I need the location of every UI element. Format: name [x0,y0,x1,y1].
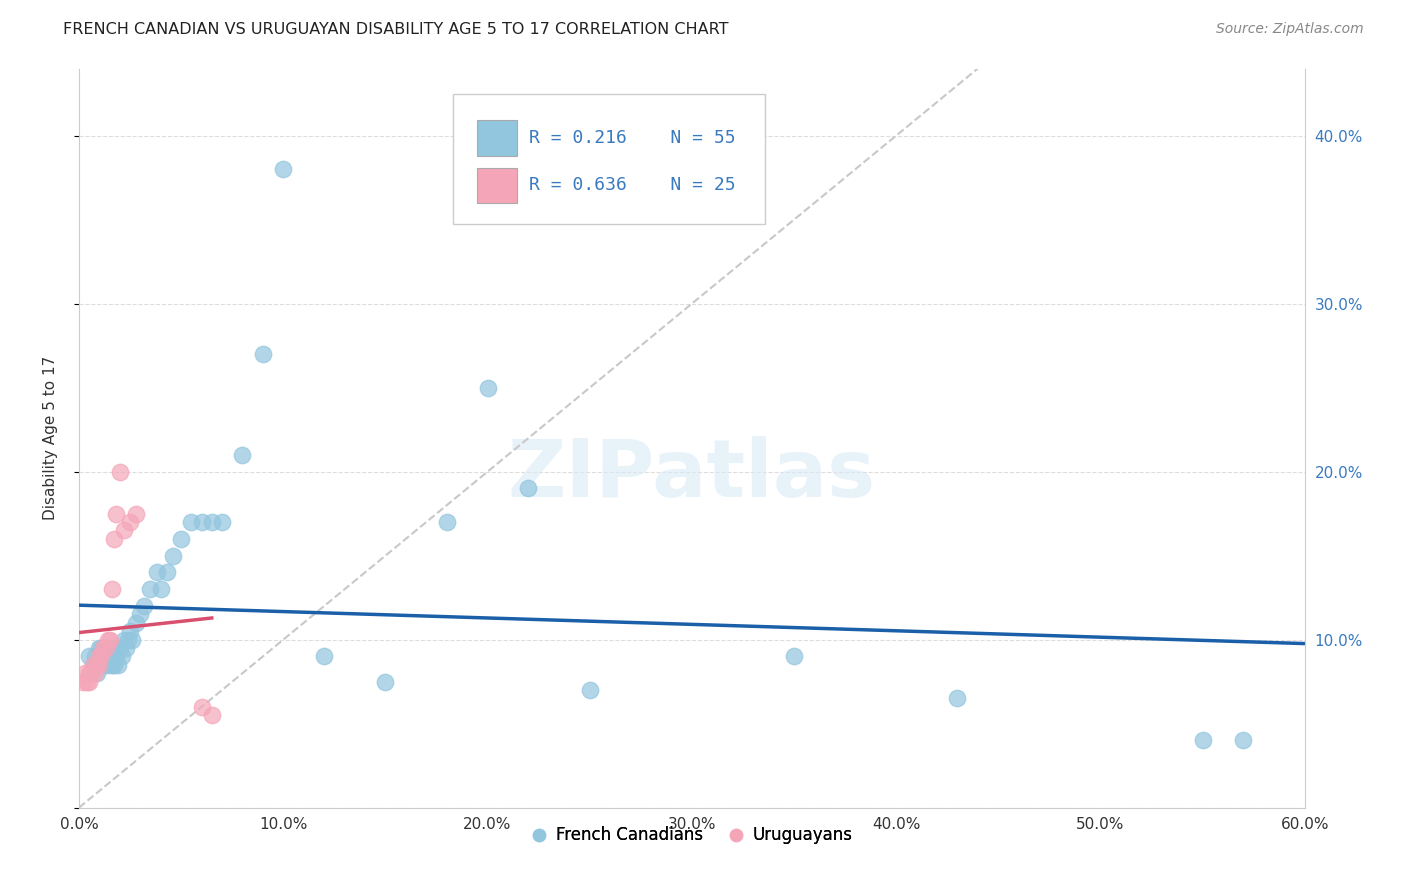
Point [100,641,122,656]
Point [314,649,336,664]
Point [80,666,103,681]
Point [89,649,111,664]
Point [145,566,167,580]
Point [96,632,118,647]
Point [89,657,111,672]
FancyBboxPatch shape [453,95,765,224]
Point [98,649,121,664]
Point [103,657,125,672]
Point [96,649,118,664]
Text: ZIPatlas: ZIPatlas [508,436,876,514]
Point [89,641,111,656]
Point [125,615,148,630]
Point [98,632,121,647]
Point [374,674,396,689]
Point [436,515,458,529]
Point [112,524,135,538]
Text: FRENCH CANADIAN VS URUGUAYAN DISABILITY AGE 5 TO 17 CORRELATION CHART: FRENCH CANADIAN VS URUGUAYAN DISABILITY … [63,22,728,37]
Point [86,666,108,681]
Point [77,674,100,689]
Point [100,582,122,597]
Point [90,649,112,664]
Point [82,657,104,672]
Point [134,599,156,613]
Point [180,515,202,529]
Point [104,507,127,521]
Point [86,657,108,672]
Point [1232,733,1254,747]
Point [111,649,134,664]
Point [115,641,138,656]
Text: R = 0.636    N = 25: R = 0.636 N = 25 [529,177,735,194]
Point [190,515,212,529]
Point [82,657,104,672]
Point [117,632,139,647]
Text: R = 0.216    N = 55: R = 0.216 N = 55 [529,129,735,147]
Point [93,641,115,656]
Point [201,515,224,529]
Point [112,632,135,647]
Point [108,465,131,479]
Point [98,641,121,656]
Point [121,632,143,647]
Point [108,641,131,656]
Point [231,448,253,462]
Point [170,532,193,546]
Point [578,683,600,698]
Point [96,657,118,672]
Point [84,666,107,681]
Point [129,607,152,622]
Point [84,649,107,664]
Y-axis label: Disability Age 5 to 17: Disability Age 5 to 17 [44,356,58,520]
Point [76,674,98,689]
Point [946,691,969,706]
Point [107,657,129,672]
Point [89,657,111,672]
Point [100,657,122,672]
Point [75,666,97,681]
Point [190,699,212,714]
Point [94,641,117,656]
Point [77,666,100,681]
Legend: French Canadians, Uruguayans: French Canadians, Uruguayans [524,820,859,851]
Point [271,162,294,177]
Point [94,641,117,656]
Point [104,649,127,664]
Point [118,515,141,529]
Point [94,649,117,664]
Point [517,482,540,496]
Point [77,649,100,664]
Point [72,674,94,689]
Point [1191,733,1213,747]
Point [201,708,224,723]
Point [125,507,148,521]
Point [90,641,112,656]
Point [104,641,127,656]
Point [139,582,162,597]
Point [118,624,141,639]
FancyBboxPatch shape [477,168,516,203]
Text: Source: ZipAtlas.com: Source: ZipAtlas.com [1216,22,1364,37]
Point [477,381,499,395]
Point [162,549,184,563]
Point [149,582,172,597]
Point [783,649,806,664]
FancyBboxPatch shape [477,120,516,156]
Point [103,532,125,546]
Point [90,649,112,664]
Point [93,657,115,672]
Point [103,649,125,664]
Point [156,566,179,580]
Point [252,347,274,361]
Point [211,515,233,529]
